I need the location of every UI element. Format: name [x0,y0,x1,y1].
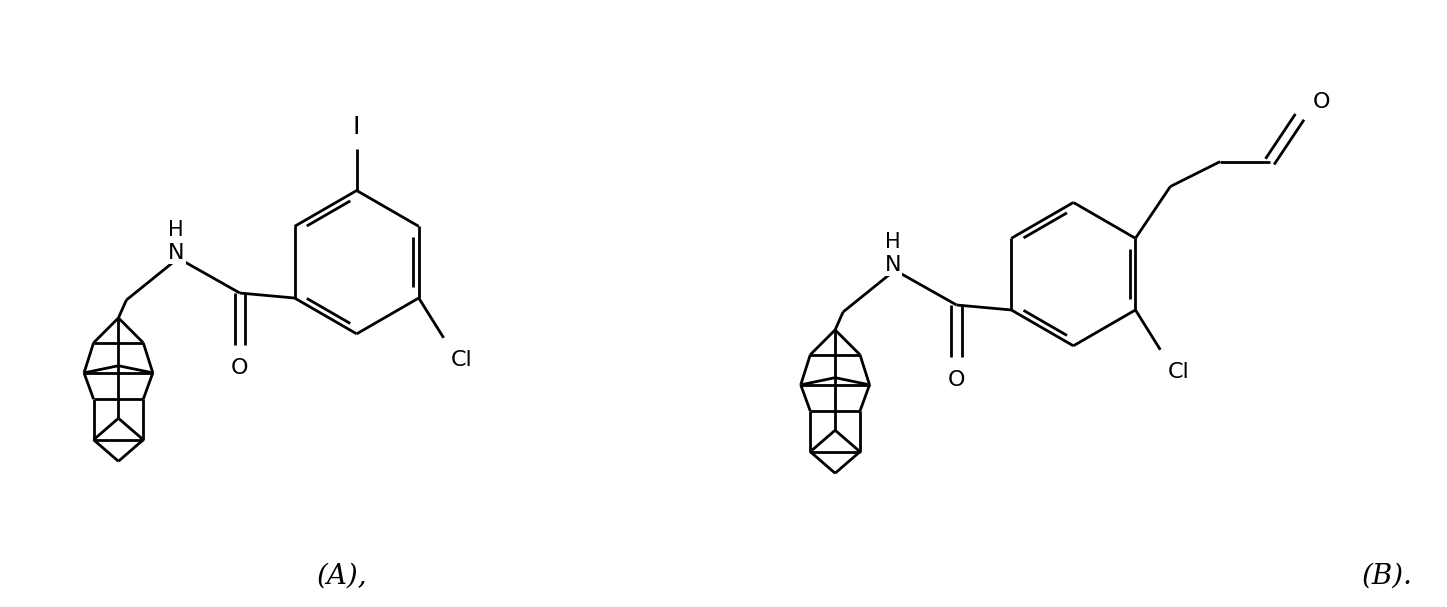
Text: H: H [168,220,184,240]
Text: O: O [232,358,249,378]
Text: (B).: (B). [1362,562,1412,589]
Text: H: H [886,232,900,253]
Text: N: N [168,243,184,263]
Text: N: N [884,255,901,275]
Text: O: O [948,370,965,390]
Text: Cl: Cl [450,350,472,370]
Text: O: O [1312,92,1330,112]
Text: Cl: Cl [1168,362,1189,382]
Text: I: I [353,115,360,139]
Text: (A),: (A), [317,562,368,589]
